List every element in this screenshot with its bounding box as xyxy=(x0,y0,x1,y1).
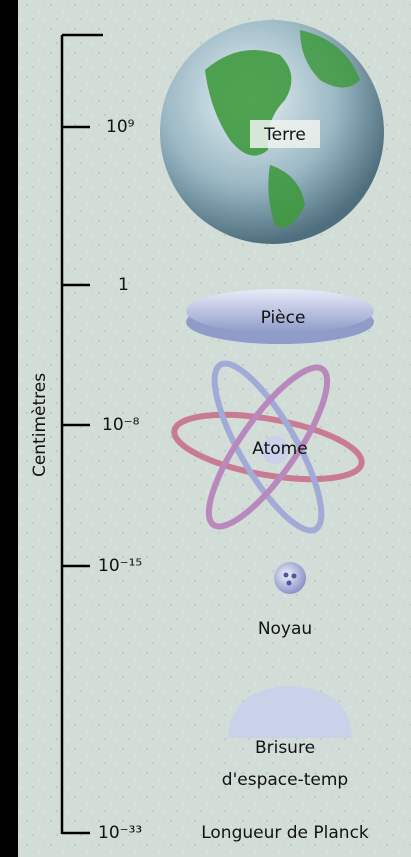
spacetime-foam xyxy=(228,686,352,738)
label-bg xyxy=(250,120,320,148)
tick-label: 10⁻⁸ xyxy=(102,415,140,435)
nucleus xyxy=(274,562,306,594)
axis-title: Centimètres xyxy=(30,373,50,477)
object-label: Pièce xyxy=(261,308,306,328)
tick-label: 10⁻³³ xyxy=(98,823,142,843)
object-label: Brisure xyxy=(255,738,315,758)
object-label: Terre xyxy=(263,125,306,145)
atom xyxy=(171,360,365,534)
axis xyxy=(60,33,103,835)
object-label: d'espace-temp xyxy=(222,770,348,790)
object-label: Noyau xyxy=(258,619,312,639)
tick-label: 10⁻¹⁵ xyxy=(98,556,142,576)
object-label: Atome xyxy=(252,439,307,459)
tick-label: 10⁹ xyxy=(106,117,135,137)
coin xyxy=(186,289,374,344)
tick-label: 1 xyxy=(118,275,129,295)
object-label: Longueur de Planck xyxy=(201,823,369,843)
left-strip xyxy=(0,0,18,857)
